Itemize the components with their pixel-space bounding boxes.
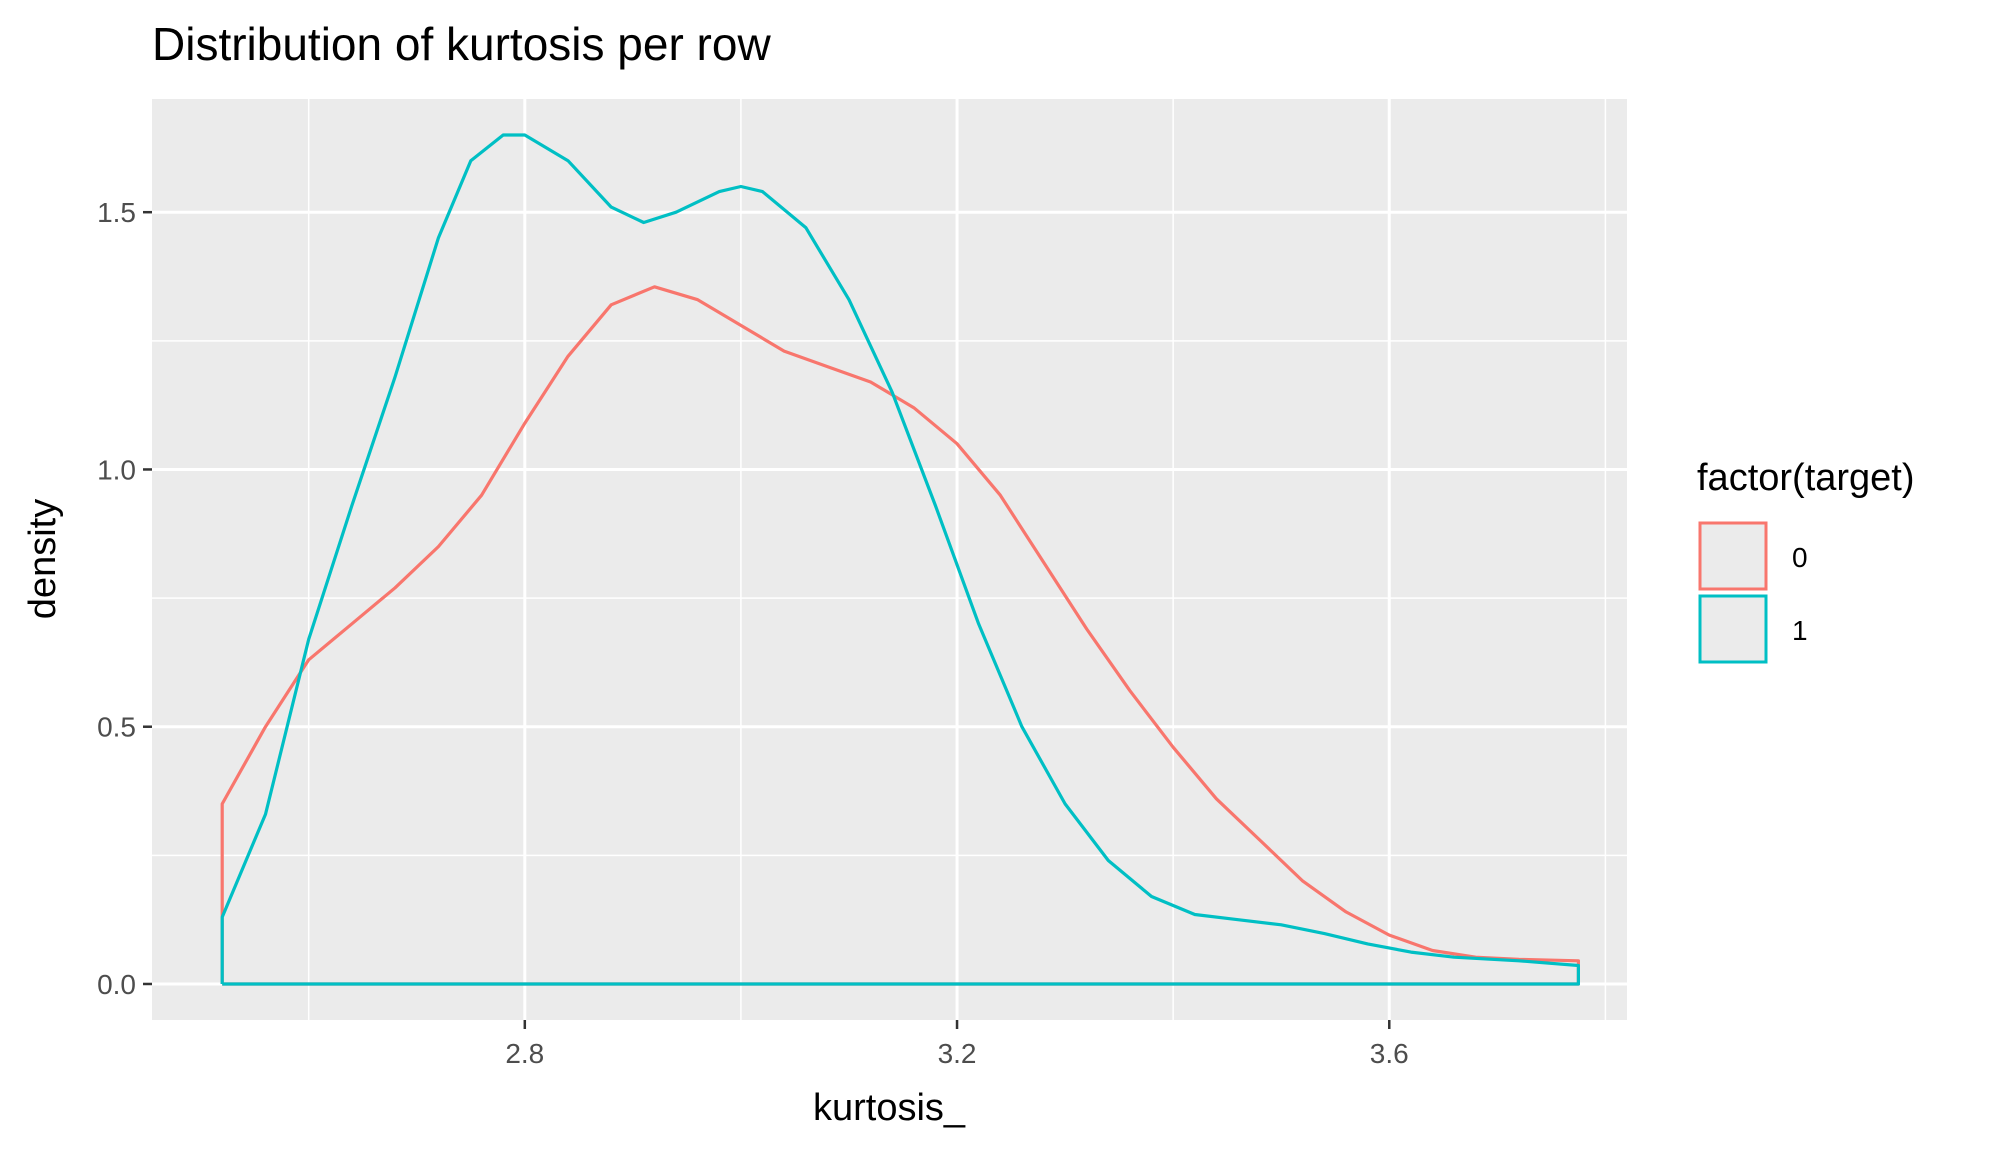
y-axis: 0.0 0.5 1.0 1.5 [97, 197, 152, 1000]
y-tick-label-3: 1.5 [97, 197, 136, 228]
legend-label-0: 0 [1792, 542, 1808, 573]
legend-key-1 [1698, 594, 1768, 664]
y-tick-label-0: 0.0 [97, 969, 136, 1000]
legend-title: factor(target) [1697, 457, 1915, 499]
legend-item-0: 0 [1698, 521, 1808, 591]
plot-panel [152, 99, 1627, 1020]
x-tick-label-1: 3.2 [938, 1038, 977, 1069]
density-curve-0 [220, 285, 1580, 986]
x-axis-title: kurtosis_ [813, 1087, 966, 1129]
legend-label-1: 1 [1792, 615, 1808, 646]
grid-minor [152, 99, 1627, 1020]
legend-key-0 [1698, 521, 1768, 591]
density-curve-1 [220, 133, 1580, 986]
y-tick-label-2: 1.0 [97, 454, 136, 485]
series-layer [220, 133, 1580, 986]
x-axis: 2.8 3.2 3.6 [505, 1020, 1409, 1069]
legend: factor(target) 0 1 [1697, 457, 1915, 664]
y-tick-label-1: 0.5 [97, 712, 136, 743]
legend-item-1: 1 [1698, 594, 1808, 664]
chart-title: Distribution of kurtosis per row [152, 18, 771, 70]
x-tick-label-0: 2.8 [505, 1038, 544, 1069]
x-tick-label-2: 3.6 [1370, 1038, 1409, 1069]
y-axis-title: density [22, 499, 64, 619]
